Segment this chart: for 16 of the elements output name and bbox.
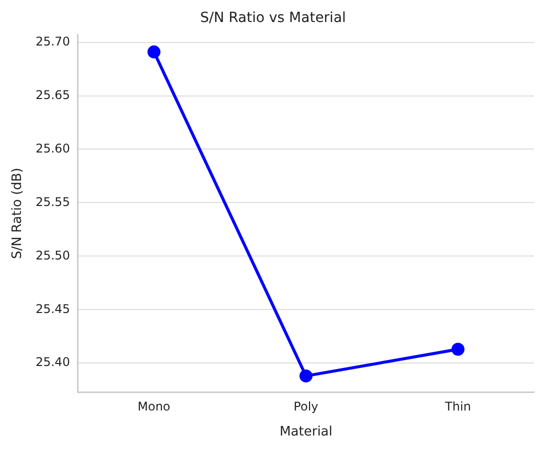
x-tick-label: Mono	[138, 399, 170, 414]
y-tick-label: 25.55	[36, 194, 70, 209]
x-tick-label: Poly	[294, 399, 318, 414]
point	[299, 369, 312, 382]
y-tick-label: 25.65	[36, 88, 70, 102]
x-axis-title: Material	[280, 424, 332, 440]
y-tick-label: 25.50	[36, 248, 70, 262]
chart-title: S/N Ratio vs Material	[200, 10, 346, 26]
y-tick-label: 25.45	[36, 302, 70, 316]
y-tick-label: 25.70	[36, 34, 70, 48]
y-tick-label: 25.60	[36, 141, 70, 156]
point	[451, 342, 464, 356]
y-tick-label: 25.40	[36, 355, 70, 370]
point	[147, 45, 160, 58]
x-tick-label: Thin	[444, 399, 471, 414]
y-axis-title: S/N Ratio (dB)	[10, 168, 26, 260]
